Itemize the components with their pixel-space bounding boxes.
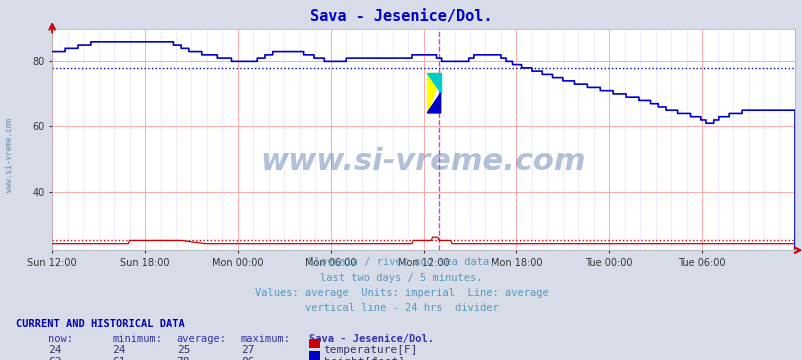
- Text: height[foot]: height[foot]: [323, 357, 404, 360]
- Text: now:: now:: [48, 334, 73, 344]
- Text: www.si-vreme.com: www.si-vreme.com: [5, 118, 14, 192]
- Polygon shape: [427, 73, 440, 113]
- Text: Sava - Jesenice/Dol.: Sava - Jesenice/Dol.: [309, 334, 434, 344]
- Text: 78: 78: [176, 357, 190, 360]
- Text: temperature[F]: temperature[F]: [323, 345, 418, 355]
- Text: vertical line - 24 hrs  divider: vertical line - 24 hrs divider: [304, 303, 498, 313]
- Text: Slovenia / river and sea data.: Slovenia / river and sea data.: [307, 257, 495, 267]
- Text: average:: average:: [176, 334, 226, 344]
- Text: 61: 61: [112, 357, 126, 360]
- Text: 63: 63: [48, 357, 62, 360]
- Text: www.si-vreme.com: www.si-vreme.com: [261, 147, 585, 176]
- Text: 86: 86: [241, 357, 254, 360]
- Text: minimum:: minimum:: [112, 334, 162, 344]
- Text: 24: 24: [48, 345, 62, 355]
- Text: 24: 24: [112, 345, 126, 355]
- Text: last two days / 5 minutes.: last two days / 5 minutes.: [320, 273, 482, 283]
- Text: 27: 27: [241, 345, 254, 355]
- Text: Sava - Jesenice/Dol.: Sava - Jesenice/Dol.: [310, 9, 492, 24]
- Text: maximum:: maximum:: [241, 334, 290, 344]
- Polygon shape: [427, 73, 440, 93]
- Text: 25: 25: [176, 345, 190, 355]
- Text: CURRENT AND HISTORICAL DATA: CURRENT AND HISTORICAL DATA: [16, 319, 184, 329]
- Polygon shape: [427, 93, 440, 113]
- Text: Values: average  Units: imperial  Line: average: Values: average Units: imperial Line: av…: [254, 288, 548, 298]
